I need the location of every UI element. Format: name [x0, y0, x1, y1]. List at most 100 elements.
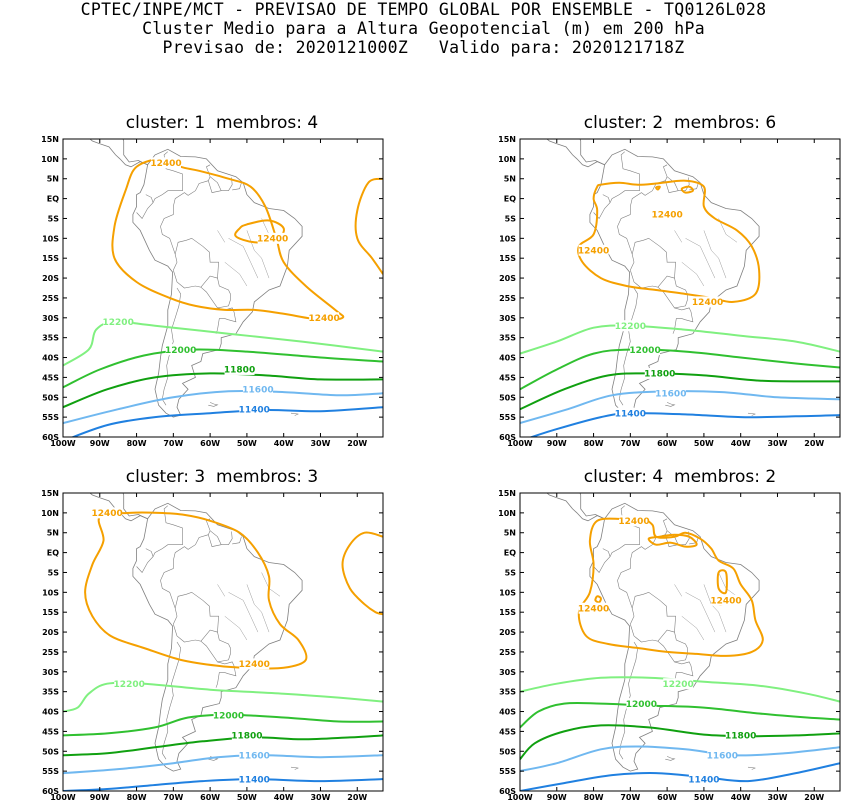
contour-label-bg: [239, 403, 270, 415]
country-border: [145, 194, 154, 203]
lon-tick-label: 80W: [127, 439, 147, 448]
contour-label: 12400: [150, 159, 181, 169]
lat-tick-label: 50S: [42, 393, 59, 402]
contour-12400: [716, 569, 728, 595]
lat-tick-label: 35S: [499, 334, 516, 343]
lat-tick-label: 35S: [42, 688, 59, 697]
country-border: [602, 194, 611, 203]
state-border: [685, 238, 716, 279]
lat-tick-label: 5N: [47, 175, 59, 184]
country-border: [209, 530, 233, 545]
panel-title: cluster: 1 membros: 4: [125, 113, 319, 133]
panel-title: cluster: 3 membros: 3: [125, 467, 319, 487]
coastline-south-america: [132, 502, 303, 772]
lon-tick-label: 100W: [50, 439, 76, 448]
lat-tick-label: 45S: [499, 727, 516, 736]
contour-12200: [63, 320, 383, 367]
lat-tick-label: 40S: [42, 354, 59, 363]
contour-label-bg: [710, 594, 741, 606]
contour-label-bg: [630, 344, 661, 356]
header-line-3: Previsao de: 2020121000Z Valido para: 20…: [162, 38, 685, 57]
lat-tick-label: 25S: [499, 648, 516, 657]
lon-tick-label: 100W: [507, 439, 533, 448]
lat-tick-label: 25S: [42, 648, 59, 657]
contour-label: 12400: [239, 660, 270, 670]
contour-label: 12400: [308, 314, 339, 324]
island-outline: [208, 402, 219, 407]
country-border: [672, 661, 694, 688]
contour-11800: [63, 734, 383, 757]
lat-tick-label: 15N: [41, 135, 59, 144]
state-border: [228, 238, 259, 279]
lon-tick-label: 90W: [90, 439, 110, 448]
contour-12400: [577, 517, 764, 657]
contour-label-bg: [615, 407, 646, 419]
country-border: [593, 151, 640, 220]
lon-tick-label: 70W: [620, 793, 640, 802]
contour-label: 12200: [114, 680, 145, 690]
state-border: [261, 572, 281, 597]
lat-tick-label: 50S: [499, 393, 516, 402]
coastline-caribbean: [122, 139, 148, 166]
country-border: [136, 505, 183, 574]
contour-label-bg: [239, 749, 270, 761]
country-border: [215, 307, 237, 334]
country-border: [161, 641, 182, 760]
contour-label: 11400: [239, 775, 270, 785]
coastline-caribbean: [579, 139, 605, 166]
lon-tick-label: 40W: [274, 793, 294, 802]
country-border: [145, 548, 154, 557]
lat-tick-label: 60S: [42, 787, 59, 796]
lon-tick-label: 100W: [507, 793, 533, 802]
coastline-central-america: [546, 139, 605, 168]
contour-11600: [63, 389, 383, 425]
country-border: [208, 534, 222, 547]
island-outline: [290, 766, 299, 770]
lat-tick-label: 10N: [41, 155, 59, 164]
contour-label-bg: [655, 387, 686, 399]
lat-tick-label: 35S: [499, 688, 516, 697]
contour-11400: [520, 762, 840, 791]
contour-11600: [520, 745, 840, 773]
contour-label: 11600: [707, 751, 738, 761]
contour-label: 11400: [615, 409, 646, 419]
contour-12000: [520, 701, 840, 729]
contour-label: 12000: [626, 700, 657, 710]
contour-label-bg: [663, 678, 694, 690]
state-border: [217, 230, 225, 243]
contour-label-bg: [103, 316, 134, 328]
lat-tick-label: 15S: [499, 608, 516, 617]
lon-tick-label: 60W: [657, 439, 677, 448]
lat-tick-label: 60S: [42, 433, 59, 442]
lat-tick-label: 30S: [499, 668, 516, 677]
coastline-south-america: [589, 502, 760, 772]
contour-label-bg: [615, 320, 646, 332]
lat-tick-label: 60S: [499, 433, 516, 442]
country-border: [232, 536, 242, 545]
lat-tick-label: EQ: [47, 549, 59, 558]
country-border: [160, 518, 211, 609]
contour-label-bg: [242, 383, 273, 395]
contour-label: 12400: [91, 509, 122, 519]
country-border: [215, 661, 237, 688]
contour-11800: [63, 372, 383, 409]
lat-tick-label: 40S: [499, 708, 516, 717]
contour-label-bg: [213, 710, 244, 722]
panel-title: cluster: 2 membros: 6: [583, 113, 777, 133]
contour-label: 12400: [578, 246, 609, 256]
lon-tick-label: 70W: [163, 439, 183, 448]
lat-tick-label: 55S: [42, 767, 59, 776]
lat-tick-label: 30S: [499, 314, 516, 323]
contour-12200: [63, 681, 383, 713]
contour-label-bg: [114, 678, 145, 690]
lat-tick-label: 15N: [498, 135, 516, 144]
contour-label: 12400: [257, 235, 288, 245]
contour-11400: [70, 406, 383, 437]
contour-11800: [520, 724, 840, 760]
state-border: [703, 230, 727, 279]
contour-label: 11800: [644, 370, 675, 380]
state-border: [674, 584, 682, 597]
lon-tick-label: 20W: [347, 793, 367, 802]
lon-tick-label: 70W: [163, 793, 183, 802]
lat-tick-label: 10S: [499, 234, 516, 243]
